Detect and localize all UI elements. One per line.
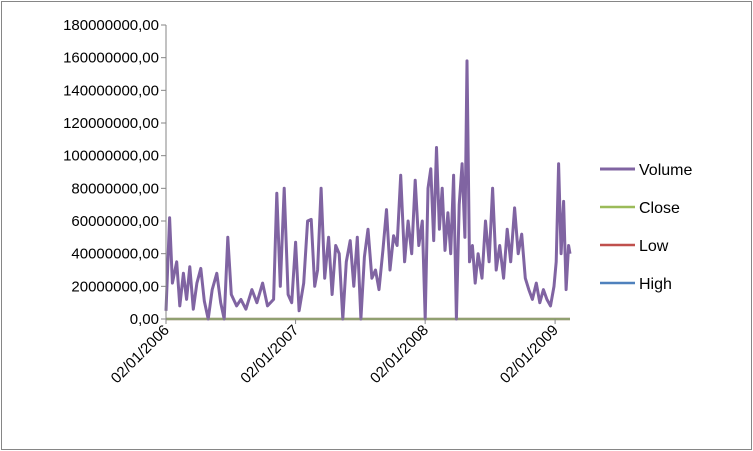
legend-label-low: Low	[639, 238, 669, 255]
x-tick-label: 02/01/2009	[497, 322, 562, 387]
y-tick-label: 80000000,00	[71, 180, 159, 197]
y-tick-label: 160000000,00	[63, 50, 159, 67]
x-tick-label: 02/01/2008	[367, 322, 432, 387]
x-tick-label: 02/01/2006	[108, 322, 173, 387]
y-tick-label: 20000000,00	[71, 278, 159, 295]
legend: Volume Close Low High	[600, 162, 692, 293]
y-tick-label: 120000000,00	[63, 115, 159, 132]
y-tick-label: 60000000,00	[71, 213, 159, 230]
y-tick-label: 0,00	[130, 311, 159, 328]
x-tick-label: 02/01/2007	[237, 322, 302, 387]
legend-label-volume: Volume	[639, 162, 692, 179]
legend-label-high: High	[639, 276, 672, 293]
y-tick-label: 140000000,00	[63, 82, 159, 99]
legend-label-close: Close	[639, 200, 680, 217]
plot-area	[164, 59, 572, 321]
y-tick-label: 40000000,00	[71, 246, 159, 263]
series-line-volume	[164, 59, 572, 321]
y-tick-label: 100000000,00	[63, 148, 159, 165]
y-tick-label: 180000000,00	[63, 17, 159, 34]
